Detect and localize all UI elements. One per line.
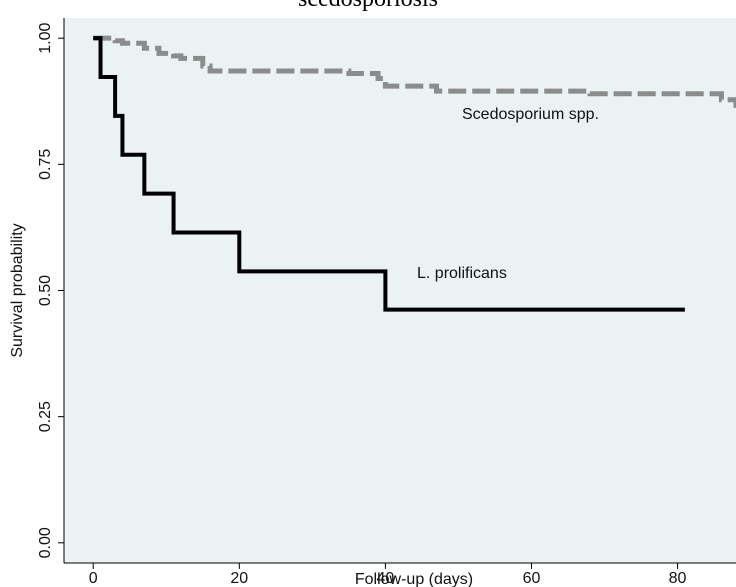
- x-tick-label-3: 60: [523, 570, 541, 587]
- y-tick-label-0: 0.00: [37, 527, 54, 558]
- x-axis-label: Follow-up (days): [355, 571, 473, 587]
- y-tick-label-4: 1.00: [37, 23, 54, 54]
- chart-title: scedosporiosis: [0, 0, 736, 13]
- series-layer: Scedosporium spp. L. prolificans: [93, 35, 736, 312]
- x-tick-label-1: 20: [230, 570, 248, 587]
- x-tick-label-0: 0: [89, 570, 98, 587]
- y-tick-label-1: 0.25: [37, 401, 54, 432]
- series-label-1: L. prolificans: [417, 265, 507, 282]
- y-tick-label-3: 0.75: [37, 149, 54, 180]
- series-label-0: Scedosporium spp.: [462, 106, 599, 123]
- series-line-1: [93, 36, 685, 312]
- plot-background: [64, 18, 736, 563]
- series-line-0: [93, 35, 736, 108]
- y-tick-label-2: 0.50: [37, 275, 54, 306]
- x-tick-label-2: 40: [376, 570, 394, 587]
- x-tick-label-4: 80: [669, 570, 687, 587]
- axes: 0 20 40 60 80 0.00 0.25 0.50 0.75 1.00: [37, 18, 736, 587]
- y-axis-label: Survival probability: [9, 223, 26, 357]
